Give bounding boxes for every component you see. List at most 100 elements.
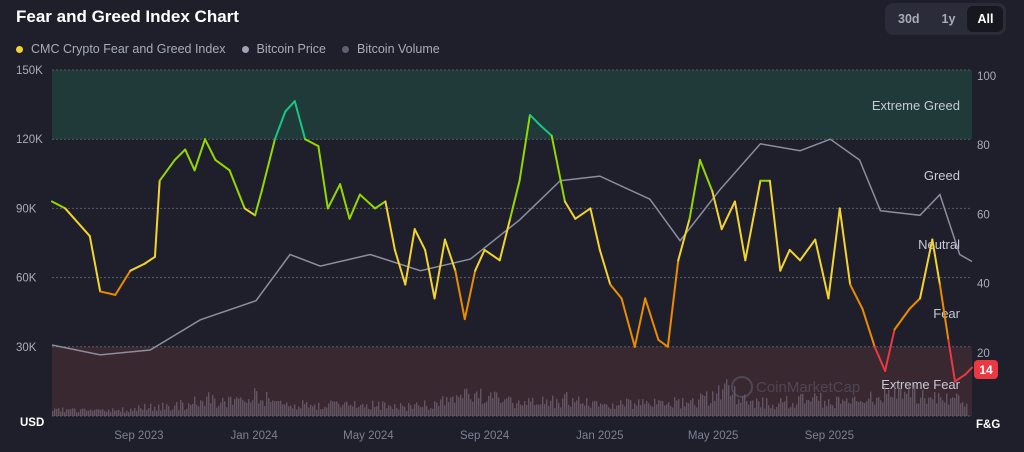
volume-bar (312, 406, 314, 416)
fear-greed-segment (64, 207, 91, 238)
volume-bar (664, 405, 666, 416)
range-30d-button[interactable]: 30d (898, 12, 920, 26)
fear-greed-segment (304, 138, 320, 148)
volume-bar (736, 404, 738, 416)
x-axis-tick: Jan 2024 (230, 430, 278, 442)
current-value-text: 14 (979, 363, 993, 377)
volume-bar (540, 404, 542, 416)
volume-bar (236, 397, 238, 416)
volume-bar (388, 405, 390, 416)
range-all-button[interactable]: All (967, 6, 1004, 32)
legend-dot (342, 45, 350, 53)
volume-bar (124, 412, 126, 416)
volume-bar (946, 393, 948, 416)
legend-dot (241, 45, 249, 53)
volume-bar (224, 401, 226, 416)
fear-greed-segment (114, 269, 132, 296)
volume-bar (636, 405, 638, 416)
volume-bar (166, 404, 168, 416)
legend-item-bitcoin-price[interactable]: Bitcoin Price (241, 42, 326, 56)
fear-greed-segment (550, 134, 566, 203)
volume-bar (234, 399, 236, 416)
volume-bar (446, 397, 448, 416)
fear-greed-segment (677, 217, 691, 262)
volume-bar (868, 398, 870, 416)
volume-bar (506, 398, 508, 416)
fear-greed-segment (404, 228, 416, 286)
volume-bar (510, 397, 512, 416)
volume-bar (252, 400, 254, 416)
volume-bar (174, 405, 176, 416)
volume-bar (212, 394, 214, 416)
volume-bar (818, 400, 820, 416)
fear-greed-segment (964, 366, 973, 376)
fear-greed-segment (908, 297, 922, 310)
volume-bar (344, 402, 346, 416)
volume-bar (522, 405, 524, 416)
volume-bar (792, 403, 794, 416)
volume-bar (750, 400, 752, 416)
volume-bar (794, 407, 796, 416)
volume-bar (876, 397, 878, 416)
volume-bar (272, 400, 274, 416)
volume-bar (494, 391, 496, 416)
volume-bar (406, 410, 408, 416)
fear-greed-segment (938, 283, 950, 341)
volume-bar (448, 402, 450, 416)
volume-bar (854, 396, 856, 416)
volume-bar (452, 396, 454, 416)
volume-bar (114, 410, 116, 416)
fear-greed-segment (173, 148, 187, 161)
volume-bar (830, 404, 832, 416)
legend-item-fear-greed[interactable]: CMC Crypto Fear and Greed Index (16, 42, 226, 56)
volume-bar (592, 401, 594, 416)
volume-bar (334, 401, 336, 416)
volume-bar (378, 401, 380, 416)
volume-bar (422, 407, 424, 416)
volume-bar (56, 408, 58, 416)
fear-greed-segment (528, 113, 542, 127)
fear-greed-segment (598, 248, 612, 286)
fear-greed-segment (374, 200, 387, 210)
volume-bar (262, 400, 264, 416)
volume-bar (242, 399, 244, 416)
volume-bar (730, 395, 732, 416)
volume-bar (444, 405, 446, 416)
volume-bar (226, 407, 228, 416)
volume-bar (216, 407, 218, 416)
volume-bar (722, 389, 724, 416)
volume-bar (96, 409, 98, 416)
fear-greed-segment (193, 138, 207, 172)
volume-bar (950, 398, 952, 416)
volume-bar (496, 392, 498, 416)
volume-bar (892, 397, 894, 416)
fear-greed-segment (358, 193, 377, 210)
fear-greed-segment (698, 158, 714, 193)
volume-bar (940, 397, 942, 416)
legend-item-bitcoin-volume[interactable]: Bitcoin Volume (342, 42, 440, 56)
fear-greed-segment (393, 248, 407, 286)
volume-bar (910, 397, 912, 416)
volume-bar (934, 392, 936, 416)
volume-bar (376, 406, 378, 416)
volume-bar (396, 407, 398, 416)
volume-bar (512, 402, 514, 416)
volume-bar (470, 399, 472, 416)
volume-bar (776, 406, 778, 416)
fear-greed-segment (539, 124, 553, 137)
right-axis-tick: 100 (977, 71, 996, 83)
volume-bar (648, 403, 650, 416)
volume-bar (64, 412, 66, 416)
range-1y-button[interactable]: 1y (941, 12, 956, 26)
volume-bar (490, 392, 492, 416)
volume-bar (144, 403, 146, 416)
fear-greed-segment (317, 145, 329, 210)
volume-bar (682, 397, 684, 416)
volume-bar (896, 398, 898, 416)
volume-bar (400, 403, 402, 416)
fear-greed-segment (589, 207, 601, 251)
volume-bar (800, 394, 802, 416)
volume-bar (756, 398, 758, 416)
volume-bar (180, 399, 182, 416)
